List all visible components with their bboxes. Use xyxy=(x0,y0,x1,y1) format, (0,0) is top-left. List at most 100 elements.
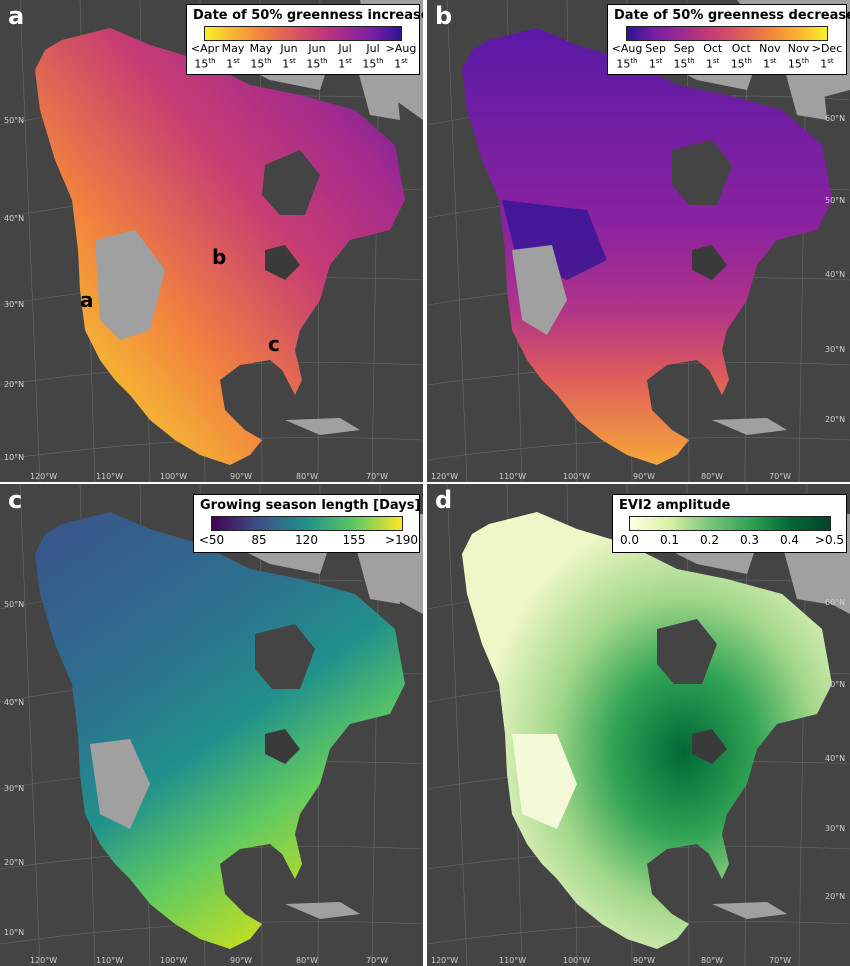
legend-tick-label: Nov 1st xyxy=(759,42,781,71)
legend-colorbar xyxy=(626,26,828,41)
panel-d-evi2-amplitude-map: d EVI2 amplitude 0.0 0.1 0.2 0.3 0.4 >0.5 60°… xyxy=(427,484,850,966)
lat-label: 50°N xyxy=(4,600,25,609)
lat-label: 20°N xyxy=(825,415,846,424)
lat-label: 40°N xyxy=(825,754,846,763)
legend-tick-label: May 1st xyxy=(221,42,245,71)
lon-label: 80°W xyxy=(701,956,724,965)
lon-label: 110°W xyxy=(499,956,527,965)
lat-label: 20°N xyxy=(825,892,846,901)
hudson-bay xyxy=(255,624,315,689)
legend-tick-label: 0.1 xyxy=(659,533,680,547)
hudson-bay xyxy=(657,619,717,684)
lon-label: 90°W xyxy=(230,472,253,481)
great-lakes xyxy=(692,245,727,280)
lon-label: 100°W xyxy=(160,956,188,965)
lon-label: 110°W xyxy=(96,956,124,965)
lon-label: 90°W xyxy=(633,472,656,481)
caribbean-islands xyxy=(712,418,787,435)
legend-tick-label: Sep 1st xyxy=(645,42,666,71)
lat-label: 30°N xyxy=(4,784,25,793)
lon-label: 80°W xyxy=(701,472,724,481)
lat-label: 50°N xyxy=(825,196,846,205)
lon-label: 120°W xyxy=(30,472,58,481)
legend-ticks: <Apr 15th May 1st May 15th Jun 1st Jun 15th Jul 1st… xyxy=(190,42,416,71)
legend-tick-label: >0.5 xyxy=(814,533,845,547)
lat-label: 20°N xyxy=(4,858,25,867)
lat-label: 30°N xyxy=(825,345,846,354)
legend-ticks: <Aug 15th Sep 1st Sep 15th Oct 1st Oct 15th Nov 1st… xyxy=(611,42,843,71)
lon-label: 80°W xyxy=(296,956,319,965)
lon-label: 90°W xyxy=(230,956,253,965)
lat-label: 60°N xyxy=(825,114,846,123)
dry-region-no-data xyxy=(90,739,150,829)
lat-label: 20°N xyxy=(4,380,25,389)
panel-c-growing-season-length-map: c Growing season length [Days] <50 85 120 1… xyxy=(0,484,423,966)
legend-tick-label: >Aug 1st xyxy=(385,42,417,71)
legend-tick-label: >190 xyxy=(385,533,418,547)
lon-label: 100°W xyxy=(563,472,591,481)
caribbean-islands xyxy=(285,902,360,919)
lon-label: 70°W xyxy=(769,472,792,481)
legend-tick-label: 85 xyxy=(251,533,267,547)
panel-a-greenness-increase-map: a Date of 50% greenness increase <Apr 15t… xyxy=(0,0,423,482)
legend-tick-label: Oct 15th xyxy=(730,42,752,71)
legend-colorbar xyxy=(628,516,831,531)
legend-ticks: <50 85 120 155 >190 xyxy=(198,533,418,549)
lat-label: 30°N xyxy=(825,824,846,833)
legend-tick-label: <Apr 15th xyxy=(190,42,220,71)
legend-tick-label: Oct 1st xyxy=(703,42,723,71)
lat-label: 40°N xyxy=(4,214,25,223)
lon-label: 100°W xyxy=(160,472,188,481)
legend-tick-label: <50 xyxy=(198,533,225,547)
dry-region-low-amplitude xyxy=(512,734,577,829)
panel-letter: a xyxy=(8,2,25,30)
legend-tick-label: Jul 1st xyxy=(338,42,352,71)
caribbean-islands xyxy=(285,418,360,435)
legend-ticks: 0.0 0.1 0.2 0.3 0.4 >0.5 xyxy=(619,533,844,549)
north-america-landmass xyxy=(462,512,832,949)
lat-label: 50°N xyxy=(4,116,25,125)
legend-title: EVI2 amplitude xyxy=(619,498,731,513)
legend-tick-label: 0.0 xyxy=(619,533,640,547)
legend-tick-label: Nov 15th xyxy=(787,42,810,71)
legend-tick-label: 0.2 xyxy=(699,533,720,547)
panel-b-greenness-decrease-map: b Date of 50% greenness decrease <Aug 15t… xyxy=(427,0,850,482)
lat-label: 60°N xyxy=(825,598,846,607)
site-label-a: a xyxy=(80,288,94,312)
north-america-landmass xyxy=(35,28,405,465)
lon-label: 70°W xyxy=(366,956,389,965)
hudson-bay xyxy=(262,150,320,215)
dry-region-no-data xyxy=(512,245,567,335)
lon-label: 90°W xyxy=(633,956,656,965)
north-america-landmass xyxy=(462,28,832,465)
legend-tick-label: 0.3 xyxy=(739,533,760,547)
panel-letter: c xyxy=(8,486,23,514)
panel-letter: d xyxy=(435,486,453,514)
legend-tick-label: 120 xyxy=(295,533,318,547)
lon-label: 120°W xyxy=(431,472,459,481)
legend-title: Growing season length [Days] xyxy=(200,498,421,513)
lat-label: 10°N xyxy=(4,928,25,937)
legend: EVI2 amplitude 0.0 0.1 0.2 0.3 0.4 >0.5 xyxy=(612,494,847,553)
legend-colorbar xyxy=(210,516,403,531)
legend-tick-label: 0.4 xyxy=(779,533,800,547)
map-graticule-c xyxy=(0,484,423,966)
legend: Date of 50% greenness decrease <Aug 15th S… xyxy=(607,4,850,75)
map-graticule-a xyxy=(0,0,423,482)
lat-label: 40°N xyxy=(4,698,25,707)
map-graticule-d xyxy=(427,484,850,966)
legend-title: Date of 50% greenness decrease xyxy=(614,8,850,23)
great-lakes xyxy=(265,729,300,764)
legend-tick-label: Jun 1st xyxy=(280,42,298,71)
lon-label: 70°W xyxy=(769,956,792,965)
lat-label: 50°N xyxy=(825,680,846,689)
great-lakes xyxy=(692,729,727,764)
legend: Date of 50% greenness increase <Apr 15th M… xyxy=(186,4,423,75)
site-label-b: b xyxy=(212,245,227,269)
lon-label: 110°W xyxy=(96,472,124,481)
north-america-landmass xyxy=(35,512,405,949)
lon-label: 120°W xyxy=(431,956,459,965)
map-graticule-b xyxy=(427,0,850,482)
legend-tick-label: <Aug 15th xyxy=(611,42,643,71)
panel-letter: b xyxy=(435,2,453,30)
